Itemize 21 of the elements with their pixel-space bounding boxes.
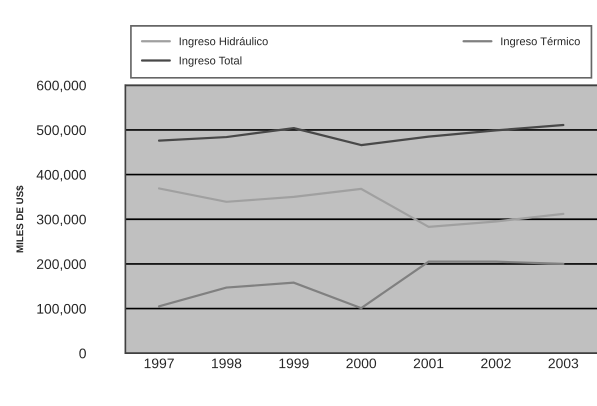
y-tick-label: 200,000 (36, 259, 86, 271)
y-tick-label: 100,000 (37, 304, 86, 316)
x-tick-label: 2002 (481, 358, 511, 368)
legend-label: Ingreso Hidráulico (180, 36, 268, 48)
y-tick-label: 500,000 (36, 125, 86, 137)
line-series (158, 187, 564, 228)
y-tick-label: 600,000 (36, 80, 86, 92)
x-tick-label: 1998 (212, 358, 242, 368)
y-tick-label: 300,000 (36, 214, 86, 226)
x-tick-label: 1997 (144, 358, 174, 368)
x-tick-label: 1999 (279, 358, 309, 368)
legend-label: Ingreso Térmico (501, 36, 580, 48)
y-tick-label: 400,000 (36, 170, 86, 182)
line-series (158, 124, 564, 146)
x-tick-label: 2003 (548, 358, 578, 368)
x-tick-label: 2000 (346, 358, 376, 368)
line-series (158, 260, 564, 310)
y-axis-title: MILES DE US$ (16, 186, 24, 252)
x-tick-label: 2001 (414, 358, 444, 368)
y-tick-label: 0 (79, 348, 86, 358)
legend-label: Ingreso Total (180, 56, 242, 67)
